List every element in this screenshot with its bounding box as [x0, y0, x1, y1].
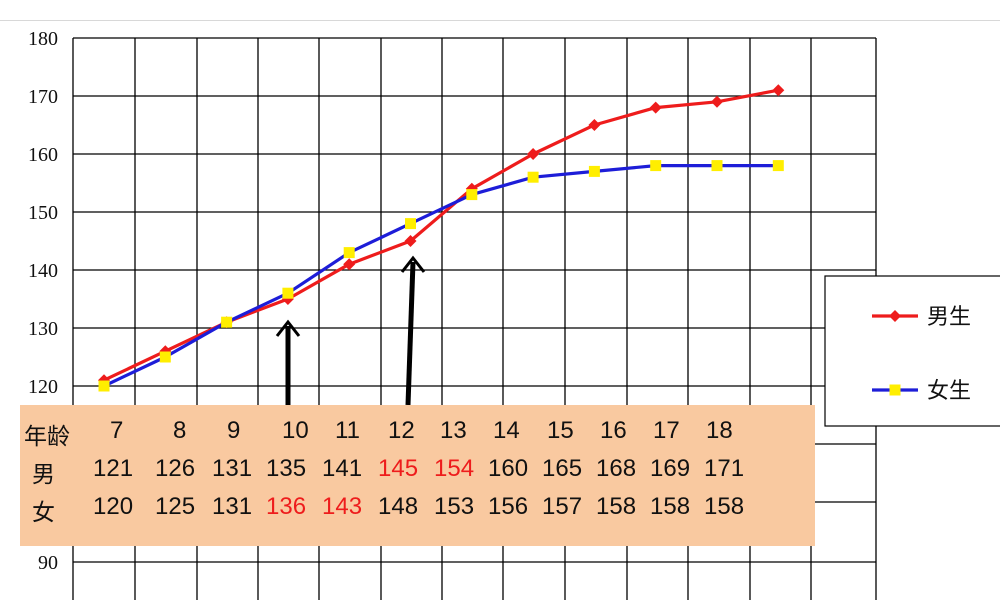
table-cell-age: 15	[547, 417, 574, 444]
series-markers	[98, 84, 785, 392]
girls-point-marker	[588, 165, 600, 177]
data-table-panel: 年龄 7 8 9 10 11 12 13 14 15 16 17 18 男 121 126 131 135 1…	[20, 405, 815, 546]
y-tick-label: 170	[28, 86, 58, 108]
table-label-girls: 女	[32, 500, 55, 526]
legend-label-1: 男生	[927, 305, 971, 330]
table-cell-boys: 145	[378, 455, 419, 482]
boys-point-marker	[649, 101, 662, 114]
girls-point-marker	[405, 218, 416, 230]
table-cell-boys: 154	[434, 455, 475, 482]
table-cell-boys: 168	[596, 455, 637, 482]
girls-point-marker	[282, 287, 294, 299]
table-cell-age: 8	[173, 417, 187, 444]
boys-point-marker	[404, 235, 417, 247]
table-cell-girls: 143	[322, 493, 363, 520]
table-cell-age: 9	[227, 417, 241, 444]
table-cell-age: 17	[653, 417, 680, 444]
table-cell-age: 10	[282, 417, 309, 444]
legend-marker-girls	[889, 384, 901, 396]
y-tick-label: 120	[28, 376, 58, 398]
girls-point-marker	[466, 189, 478, 201]
series-line-boys	[103, 88, 779, 382]
legend-marker-boys	[889, 310, 901, 322]
table-cell-age: 7	[110, 417, 124, 444]
table-cell-girls: 158	[596, 493, 637, 520]
girls-point-marker	[159, 351, 171, 363]
legend-label-2: 女生	[927, 379, 971, 404]
table-cell-boys: 126	[155, 455, 196, 482]
annotation-arrow-2	[405, 261, 416, 406]
table-cell-boys: 171	[704, 455, 745, 482]
y-tick-label: 180	[28, 28, 58, 50]
table-cell-boys: 141	[322, 455, 363, 482]
boys-point-marker	[588, 119, 601, 131]
table-cell-girls: 156	[488, 493, 529, 520]
boys-point-marker	[772, 84, 785, 97]
girls-point-marker	[772, 160, 784, 172]
table-cell-girls: 158	[650, 493, 691, 520]
boys-point-marker	[527, 148, 540, 160]
y-tick-label: 150	[28, 202, 58, 224]
girls-point-marker	[527, 171, 539, 183]
table-cell-girls: 148	[378, 493, 419, 520]
table-cell-age: 11	[335, 417, 360, 444]
y-tick-label: 90	[38, 552, 58, 574]
boys-point-marker	[711, 95, 723, 108]
y-tick-label: 160	[28, 144, 58, 166]
table-cell-age: 12	[388, 417, 415, 444]
table-cell-age: 16	[600, 417, 627, 444]
annotation-arrows	[275, 255, 426, 410]
girls-point-marker	[343, 247, 355, 259]
table-cell-girls: 157	[542, 493, 583, 520]
series-lines	[103, 88, 779, 388]
table-cell-girls: 158	[704, 493, 745, 520]
table-cell-age: 13	[440, 417, 467, 444]
table-label-boys: 男	[32, 462, 55, 488]
table-cell-girls: 131	[212, 493, 253, 520]
table-cell-girls: 136	[266, 493, 307, 520]
table-cell-boys: 135	[266, 455, 307, 482]
annotation-arrowhead-1	[275, 319, 301, 337]
table-row-age: 年龄 7 8 9 10 11 12 13 14 15 16 17 18	[20, 417, 815, 453]
boys-point-marker	[343, 258, 356, 271]
table-cell-age: 18	[706, 417, 733, 444]
table-cell-girls: 125	[155, 493, 196, 520]
y-axis: 180 170 160 150 140 130 120 90	[28, 28, 58, 574]
table-cell-boys: 121	[93, 455, 134, 482]
table-row-girls: 女 120 125 131 136 143 148 153 156 157 158 158 158	[20, 493, 815, 529]
y-tick-label: 140	[28, 260, 58, 282]
table-cell-boys: 165	[542, 455, 583, 482]
table-cell-girls: 120	[93, 493, 134, 520]
legend-box	[824, 275, 1000, 427]
girls-point-marker	[711, 160, 723, 172]
table-cell-girls: 153	[434, 493, 475, 520]
girls-point-marker	[98, 380, 110, 392]
table-cell-boys: 131	[212, 455, 253, 482]
series-line-girls	[103, 164, 779, 388]
y-tick-label: 130	[28, 318, 58, 340]
table-cell-age: 14	[493, 417, 520, 444]
table-row-boys: 男 121 126 131 135 141 145 154 160 165 168 169 171	[20, 455, 815, 491]
table-header-age-label: 年龄	[24, 424, 70, 450]
girls-point-marker	[650, 160, 662, 172]
annotation-arrowhead-2	[400, 255, 426, 273]
top-divider	[0, 20, 1000, 21]
table-cell-boys: 160	[488, 455, 529, 482]
table-cell-boys: 169	[650, 455, 691, 482]
girls-point-marker	[221, 316, 233, 328]
